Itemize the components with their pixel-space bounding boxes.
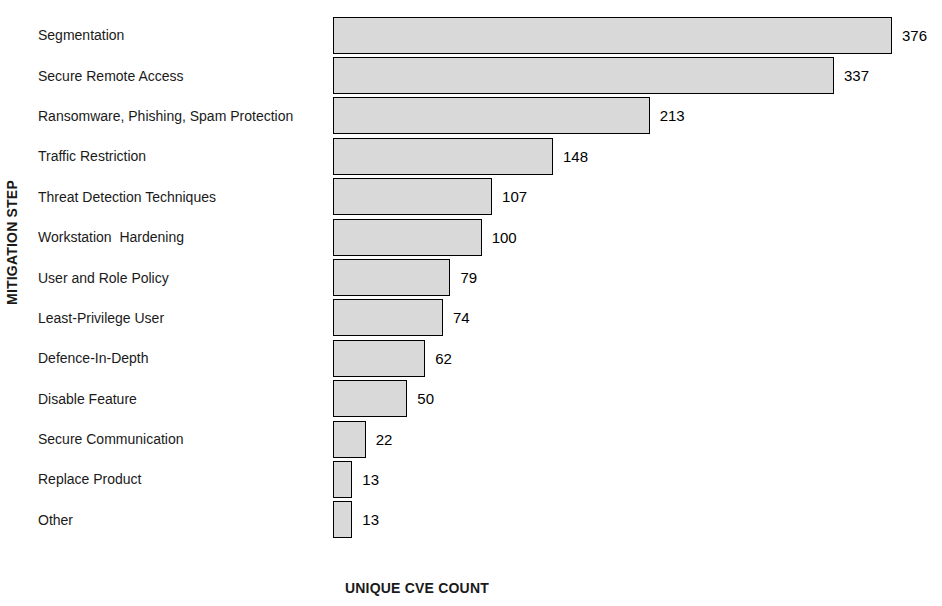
chart-row: Replace Product 13 <box>38 459 942 499</box>
bar-track: 13 <box>333 500 942 540</box>
chart-row: Secure Communication 22 <box>38 419 942 459</box>
category-label: Workstation Hardening <box>38 229 333 245</box>
bar-track: 74 <box>333 298 942 338</box>
bar-track: 337 <box>333 55 942 95</box>
bar-track: 213 <box>333 96 942 136</box>
bar <box>333 97 650 134</box>
chart-row: Ransomware, Phishing, Spam Protection 21… <box>38 96 942 136</box>
chart-row: Defence-In-Depth 62 <box>38 338 942 378</box>
bar <box>333 299 443 336</box>
value-label: 13 <box>362 471 379 488</box>
bar <box>333 57 834 94</box>
value-label: 13 <box>362 511 379 528</box>
bar <box>333 17 892 54</box>
x-axis-title: UNIQUE CVE COUNT <box>0 580 834 596</box>
value-label: 74 <box>453 309 470 326</box>
category-label: Other <box>38 512 333 528</box>
chart-row: User and Role Policy 79 <box>38 257 942 297</box>
bar <box>333 461 352 498</box>
category-label: Replace Product <box>38 471 333 487</box>
bar-track: 376 <box>333 15 942 55</box>
category-label: Least-Privilege User <box>38 310 333 326</box>
bar <box>333 259 450 296</box>
y-axis-title: MITIGATION STEP <box>4 163 21 323</box>
chart-row: Least-Privilege User 74 <box>38 298 942 338</box>
bar <box>333 380 407 417</box>
bar <box>333 219 482 256</box>
bar-track: 22 <box>333 419 942 459</box>
category-label: Defence-In-Depth <box>38 350 333 366</box>
bar <box>333 138 553 175</box>
value-label: 107 <box>502 188 527 205</box>
category-label: Segmentation <box>38 27 333 43</box>
value-label: 376 <box>902 27 927 44</box>
bar-track: 62 <box>333 338 942 378</box>
bar-track: 100 <box>333 217 942 257</box>
value-label: 79 <box>460 269 477 286</box>
bar-track: 13 <box>333 459 942 499</box>
value-label: 62 <box>435 350 452 367</box>
bar <box>333 178 492 215</box>
category-label: Secure Remote Access <box>38 68 333 84</box>
value-label: 22 <box>376 431 393 448</box>
chart-row: Disable Feature 50 <box>38 379 942 419</box>
plot-area: Segmentation 376 Secure Remote Access 33… <box>38 15 942 540</box>
bar-track: 50 <box>333 379 942 419</box>
chart-row: Workstation Hardening 100 <box>38 217 942 257</box>
category-label: Secure Communication <box>38 431 333 447</box>
bar-chart: MITIGATION STEP Segmentation 376 Secure … <box>0 0 942 606</box>
bar-track: 107 <box>333 177 942 217</box>
value-label: 100 <box>492 229 517 246</box>
bar-track: 79 <box>333 257 942 297</box>
chart-row: Threat Detection Techniques 107 <box>38 177 942 217</box>
chart-row: Traffic Restriction 148 <box>38 136 942 176</box>
bar <box>333 501 352 538</box>
bar-track: 148 <box>333 136 942 176</box>
value-label: 50 <box>417 390 434 407</box>
category-label: Traffic Restriction <box>38 148 333 164</box>
bar <box>333 340 425 377</box>
category-label: Ransomware, Phishing, Spam Protection <box>38 108 333 124</box>
bar <box>333 421 366 458</box>
category-label: Disable Feature <box>38 391 333 407</box>
value-label: 213 <box>660 107 685 124</box>
category-label: User and Role Policy <box>38 270 333 286</box>
chart-row: Other 13 <box>38 500 942 540</box>
value-label: 148 <box>563 148 588 165</box>
value-label: 337 <box>844 67 869 84</box>
chart-row: Segmentation 376 <box>38 15 942 55</box>
chart-row: Secure Remote Access 337 <box>38 55 942 95</box>
category-label: Threat Detection Techniques <box>38 189 333 205</box>
